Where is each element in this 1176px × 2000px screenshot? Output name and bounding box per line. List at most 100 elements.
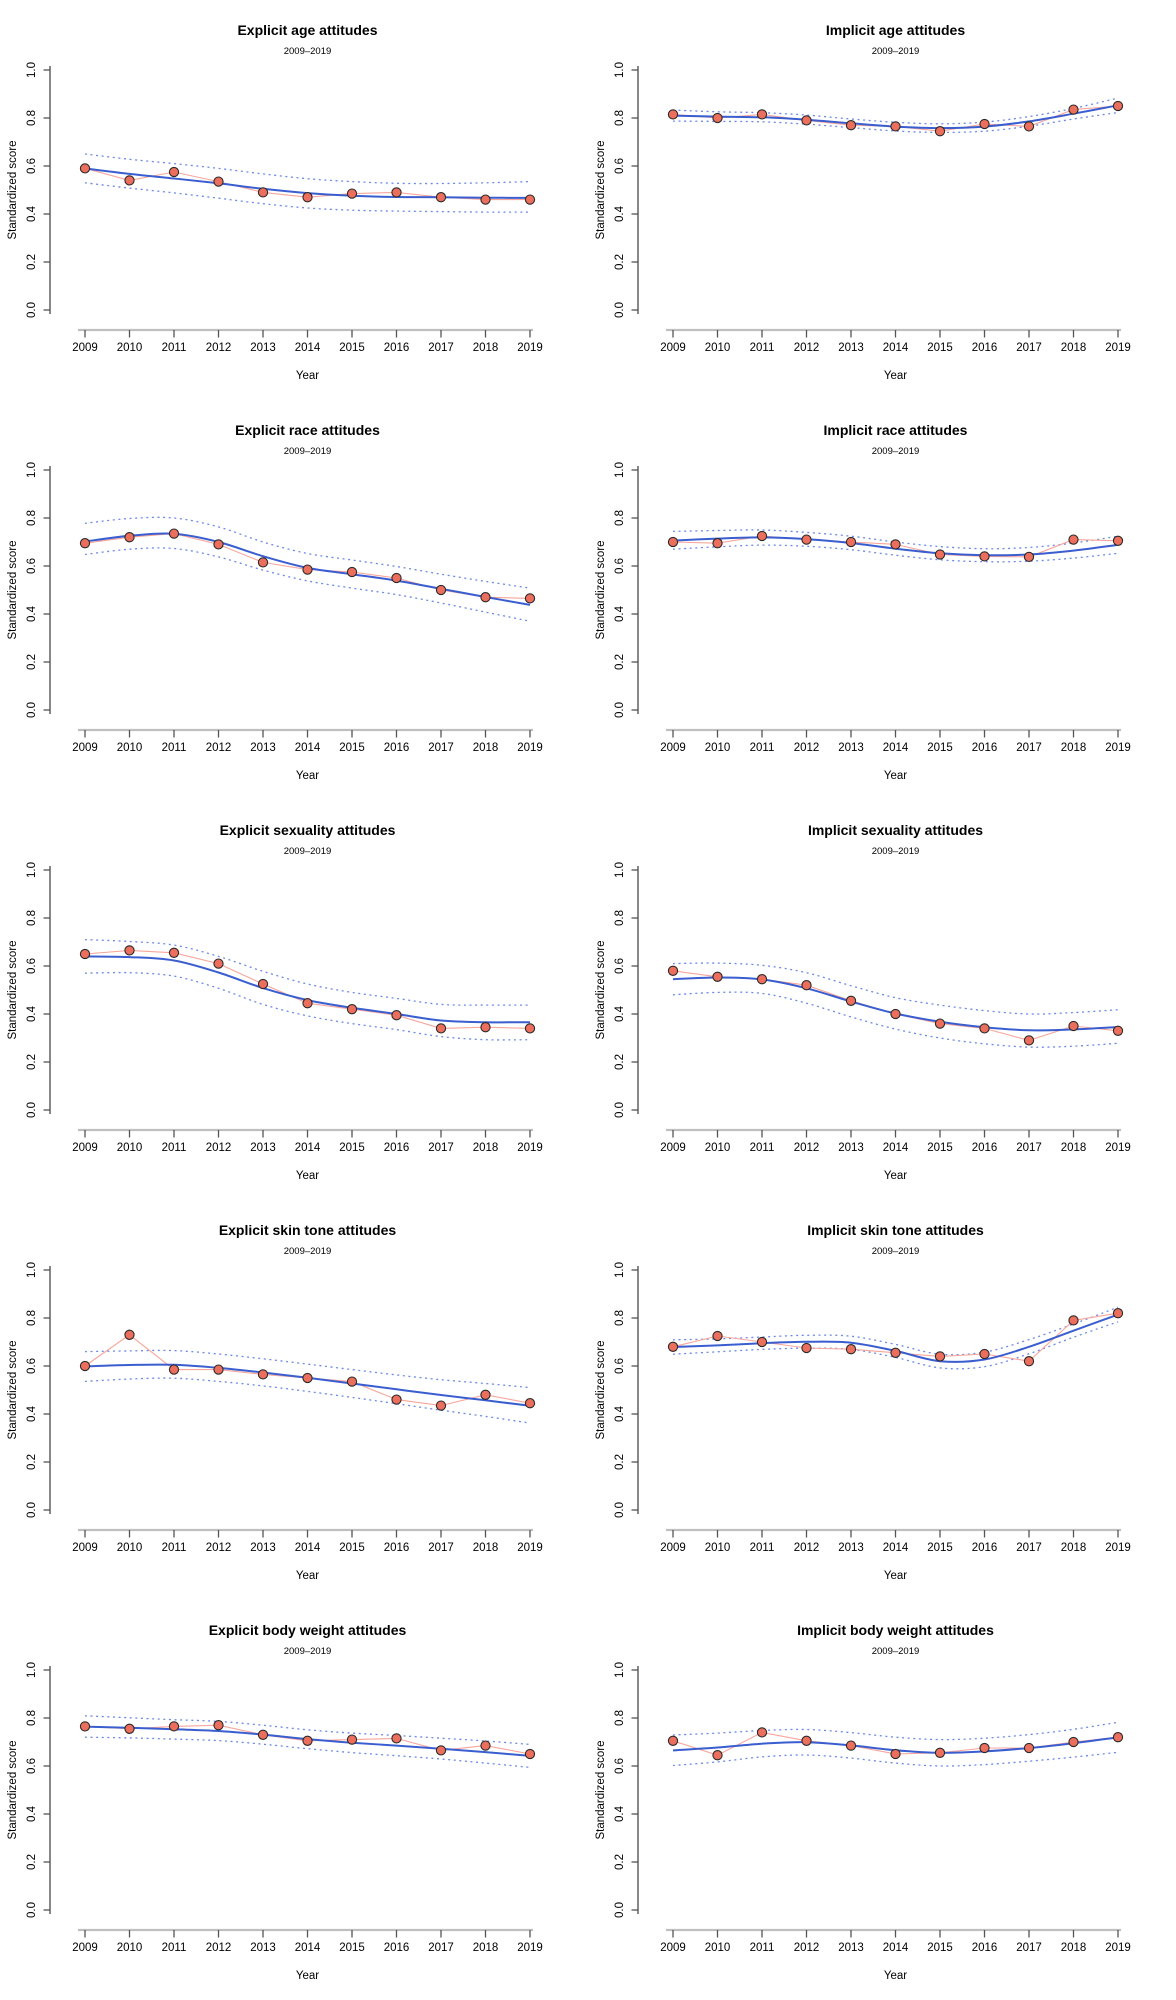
- ci-upper-line: [672, 97, 1119, 125]
- svg-text:0.4: 0.4: [26, 1005, 38, 1022]
- chart-title: Implicit race attitudes: [823, 422, 968, 438]
- ci-lower-line: [672, 544, 1119, 563]
- x-axis-label: Year: [295, 1170, 320, 1182]
- x-axis-label: Year: [883, 1170, 908, 1182]
- svg-text:0.2: 0.2: [614, 254, 626, 270]
- y-axis: 0.0 0.2 0.4 0.6 0.8 1.0: [26, 462, 51, 718]
- chart-title: Implicit skin tone attitudes: [807, 1222, 984, 1238]
- svg-text:0.0: 0.0: [614, 1502, 626, 1518]
- svg-text:2017: 2017: [428, 1542, 454, 1554]
- svg-text:2015: 2015: [927, 1142, 953, 1154]
- svg-text:1.0: 1.0: [614, 62, 626, 78]
- svg-text:2011: 2011: [750, 1542, 775, 1554]
- svg-text:2010: 2010: [705, 1542, 731, 1554]
- svg-text:2019: 2019: [517, 342, 543, 354]
- chart-subtitle: 2009–2019: [871, 446, 920, 457]
- svg-text:2018: 2018: [473, 342, 499, 354]
- svg-text:2012: 2012: [206, 1542, 232, 1554]
- x-axis: 2009 2010 2011 2012 2013 2014 2015 2016 2017 2018…: [660, 1128, 1131, 1154]
- chart-subtitle: 2009–2019: [871, 1646, 920, 1657]
- svg-text:2014: 2014: [883, 1142, 909, 1154]
- svg-text:2019: 2019: [517, 1942, 543, 1954]
- svg-text:2013: 2013: [838, 342, 864, 354]
- svg-text:0.8: 0.8: [614, 910, 626, 926]
- ci-lower-line: [672, 1321, 1119, 1370]
- svg-text:0.2: 0.2: [26, 1054, 38, 1070]
- y-axis: 0.0 0.2 0.4 0.6 0.8 1.0: [26, 1262, 51, 1518]
- chart-panel-explicit-race-attitudes: 0.0 0.2 0.4 0.6 0.8 1.0 2009 2010 2011 2012 2013 20…: [0, 400, 588, 800]
- y-axis-label: Standardized score: [595, 940, 607, 1040]
- svg-text:0.2: 0.2: [26, 1854, 38, 1870]
- chart-title: Implicit age attitudes: [825, 22, 966, 38]
- svg-text:0.6: 0.6: [26, 1758, 38, 1774]
- svg-text:2018: 2018: [473, 1942, 499, 1954]
- svg-text:0.4: 0.4: [26, 1805, 38, 1822]
- svg-text:0.2: 0.2: [614, 1854, 626, 1870]
- x-axis-label: Year: [883, 770, 908, 782]
- svg-text:2015: 2015: [927, 1942, 953, 1954]
- data-points: [667, 1308, 1124, 1367]
- y-axis-label: Standardized score: [595, 1340, 607, 1440]
- svg-text:2019: 2019: [517, 1542, 543, 1554]
- svg-text:0.8: 0.8: [26, 1710, 38, 1726]
- y-axis: 0.0 0.2 0.4 0.6 0.8 1.0: [614, 862, 639, 1118]
- chart-panel-implicit-skin-tone-attitudes: 0.0 0.2 0.4 0.6 0.8 1.0 2009 2010 2011 2012 2013 20…: [588, 1200, 1176, 1600]
- svg-text:1.0: 1.0: [26, 1662, 38, 1678]
- svg-text:2018: 2018: [473, 1142, 499, 1154]
- svg-text:2011: 2011: [750, 342, 775, 354]
- svg-text:2016: 2016: [384, 342, 410, 354]
- y-axis: 0.0 0.2 0.4 0.6 0.8 1.0: [26, 62, 51, 318]
- y-axis-label: Standardized score: [7, 940, 19, 1040]
- chart-title: Explicit race attitudes: [235, 422, 380, 438]
- svg-text:0.4: 0.4: [26, 1405, 38, 1422]
- svg-text:2017: 2017: [428, 1142, 454, 1154]
- svg-text:2016: 2016: [972, 1942, 998, 1954]
- data-points: [79, 945, 536, 1034]
- svg-text:0.8: 0.8: [614, 1310, 626, 1326]
- data-points: [79, 1329, 536, 1411]
- svg-text:0.0: 0.0: [26, 1902, 38, 1918]
- svg-text:2012: 2012: [794, 1542, 820, 1554]
- chart-panel-explicit-sexuality-attitudes: 0.0 0.2 0.4 0.6 0.8 1.0 2009 2010 2011 2012 2013 20…: [0, 800, 588, 1200]
- svg-text:2018: 2018: [473, 1542, 499, 1554]
- chart-title: Explicit skin tone attitudes: [218, 1222, 397, 1238]
- svg-text:2012: 2012: [206, 1142, 232, 1154]
- y-axis: 0.0 0.2 0.4 0.6 0.8 1.0: [614, 62, 639, 318]
- svg-text:2009: 2009: [72, 742, 98, 754]
- svg-text:2015: 2015: [339, 742, 365, 754]
- svg-text:0.4: 0.4: [614, 205, 626, 222]
- svg-text:0.4: 0.4: [614, 1405, 626, 1422]
- svg-text:2012: 2012: [206, 342, 232, 354]
- y-axis-label: Standardized score: [595, 140, 607, 240]
- chart-subtitle: 2009–2019: [871, 846, 920, 857]
- svg-text:2014: 2014: [883, 1542, 909, 1554]
- svg-text:2013: 2013: [838, 1142, 864, 1154]
- chart-title: Explicit sexuality attitudes: [219, 822, 396, 838]
- x-axis: 2009 2010 2011 2012 2013 2014 2015 2016 2017 2018…: [72, 1128, 543, 1154]
- svg-text:0.8: 0.8: [614, 110, 626, 126]
- svg-text:0.6: 0.6: [614, 1758, 626, 1774]
- svg-text:0.2: 0.2: [26, 654, 38, 670]
- ci-lower-line: [672, 111, 1119, 134]
- svg-text:2010: 2010: [117, 1542, 143, 1554]
- svg-text:2013: 2013: [250, 1142, 276, 1154]
- svg-text:2015: 2015: [927, 1542, 953, 1554]
- svg-text:2016: 2016: [384, 1542, 410, 1554]
- svg-text:2019: 2019: [517, 1142, 543, 1154]
- svg-text:0.6: 0.6: [26, 1358, 38, 1374]
- y-axis-label: Standardized score: [7, 540, 19, 640]
- smooth-line: [672, 976, 1119, 1032]
- chart-panel-explicit-skin-tone-attitudes: 0.0 0.2 0.4 0.6 0.8 1.0 2009 2010 2011 2012 2013 20…: [0, 1200, 588, 1600]
- svg-text:0.8: 0.8: [614, 1710, 626, 1726]
- chart-subtitle: 2009–2019: [283, 46, 332, 57]
- x-axis-label: Year: [295, 370, 320, 382]
- svg-text:0.0: 0.0: [26, 302, 38, 318]
- svg-text:0.2: 0.2: [26, 254, 38, 270]
- svg-text:2010: 2010: [705, 1142, 731, 1154]
- observed-line: [84, 949, 531, 1029]
- data-points: [667, 530, 1124, 563]
- svg-text:2013: 2013: [838, 742, 864, 754]
